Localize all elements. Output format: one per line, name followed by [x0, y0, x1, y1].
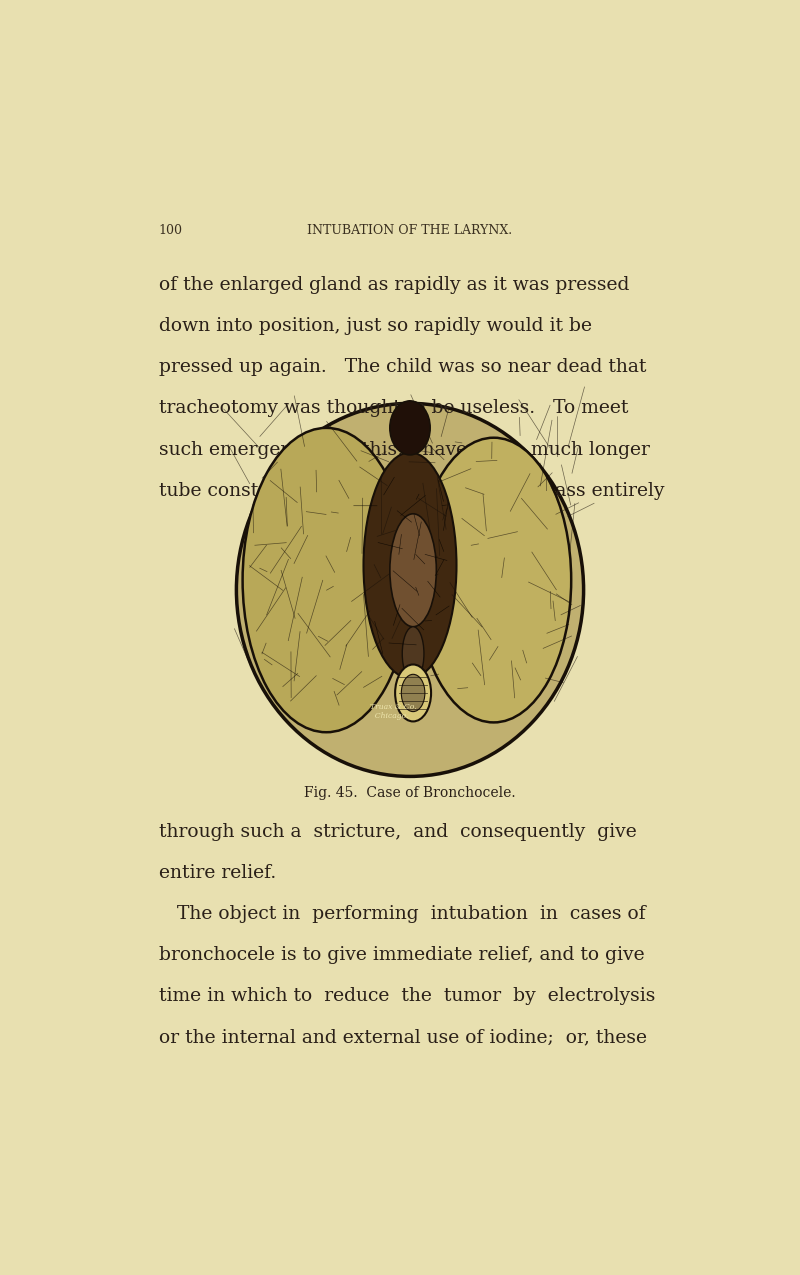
Text: through such a  stricture,  and  consequently  give: through such a stricture, and consequent…: [159, 822, 637, 840]
Text: of the enlarged gland as rapidly as it was pressed: of the enlarged gland as rapidly as it w…: [159, 275, 630, 293]
Text: Fig. 45.  Case of Bronchocele.: Fig. 45. Case of Bronchocele.: [304, 787, 516, 801]
Text: pressed up again.   The child was so near dead that: pressed up again. The child was so near …: [159, 358, 646, 376]
Ellipse shape: [402, 674, 425, 711]
Text: tube constructed (Fig. 44), one that will pass entirely: tube constructed (Fig. 44), one that wil…: [159, 482, 664, 500]
Text: The object in  performing  intubation  in  cases of: The object in performing intubation in c…: [159, 905, 646, 923]
Ellipse shape: [390, 514, 436, 627]
Text: bronchocele is to give immediate relief, and to give: bronchocele is to give immediate relief,…: [159, 946, 645, 964]
Ellipse shape: [402, 627, 424, 681]
Ellipse shape: [395, 664, 431, 722]
Text: entire relief.: entire relief.: [159, 863, 276, 882]
Text: such emergencies as this, I have had a much longer: such emergencies as this, I have had a m…: [159, 441, 650, 459]
Ellipse shape: [390, 400, 430, 455]
Ellipse shape: [237, 403, 584, 776]
Ellipse shape: [363, 453, 457, 678]
Text: Truax & Co.
  Chicago.: Truax & Co. Chicago.: [370, 703, 416, 720]
Text: or the internal and external use of iodine;  or, these: or the internal and external use of iodi…: [159, 1029, 647, 1047]
Text: INTUBATION OF THE LARYNX.: INTUBATION OF THE LARYNX.: [307, 223, 513, 237]
Text: time in which to  reduce  the  tumor  by  electrolysis: time in which to reduce the tumor by ele…: [159, 988, 655, 1006]
Text: tracheotomy was thought to be useless.   To meet: tracheotomy was thought to be useless. T…: [159, 399, 628, 417]
Text: 100: 100: [159, 223, 183, 237]
Ellipse shape: [242, 428, 410, 732]
Text: down into position, just so rapidly would it be: down into position, just so rapidly woul…: [159, 317, 592, 335]
Ellipse shape: [416, 437, 571, 723]
